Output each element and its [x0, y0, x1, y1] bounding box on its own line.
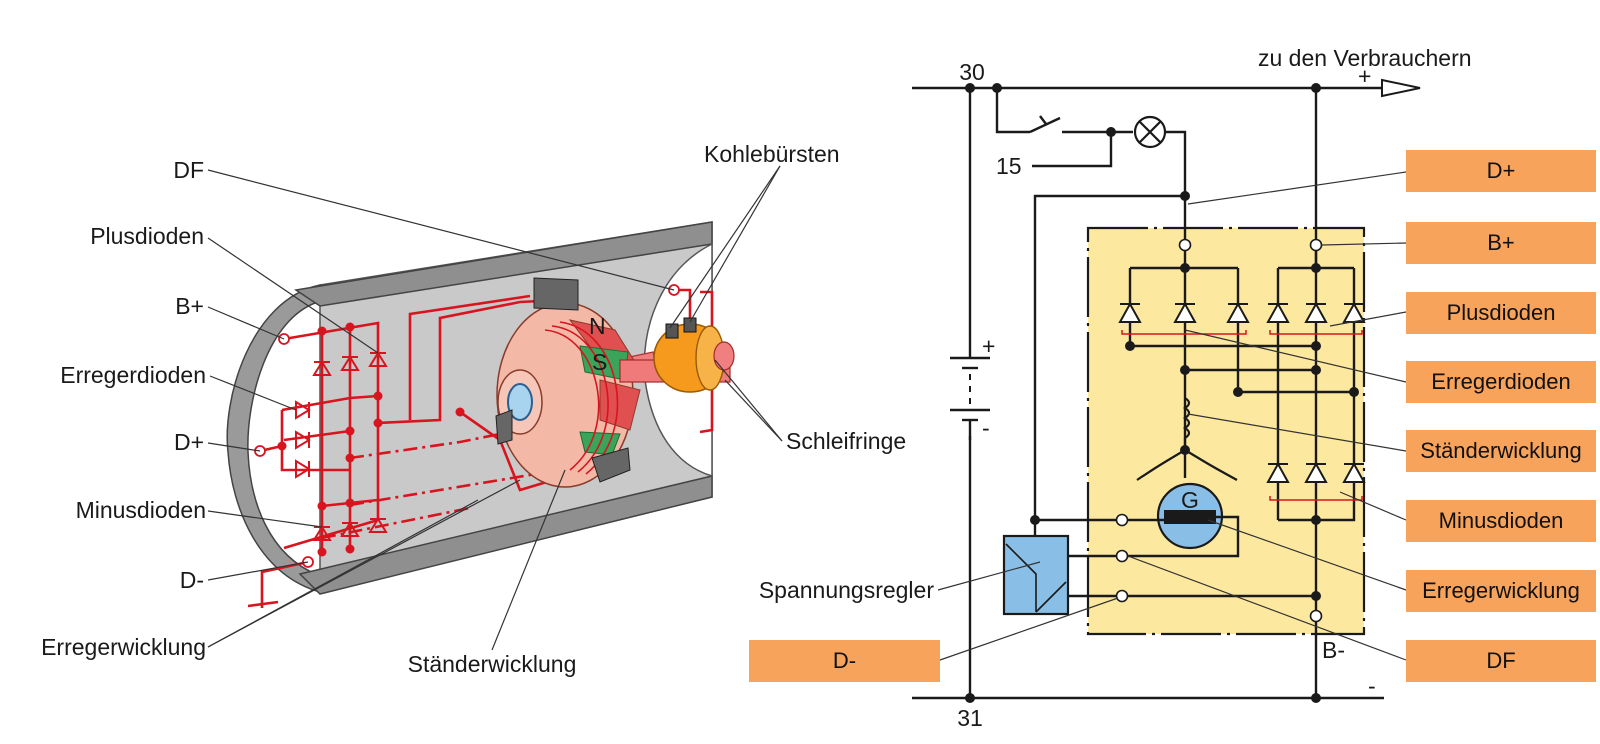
box-b-plus: B+: [1406, 222, 1596, 264]
junction-dots: [965, 83, 1359, 703]
label-staenderwicklung: Ständerwicklung: [408, 651, 577, 677]
circuit-schematic: [912, 78, 1421, 703]
terminal-points: [1115, 238, 1323, 623]
rail-minus-sign: -: [1368, 673, 1376, 699]
right-leader-lines: [937, 171, 1407, 661]
box-df: DF: [1406, 640, 1596, 682]
label-d-minus: D-: [180, 567, 204, 593]
label-d-plus: D+: [174, 429, 204, 455]
consumer-arrow: [1381, 78, 1421, 98]
stator-winding: [1136, 397, 1238, 481]
minus-diodes: [1266, 461, 1366, 483]
rotor-pole-n: N: [589, 313, 606, 339]
terminal-15: 15: [996, 153, 1022, 179]
rotor: [496, 302, 659, 488]
label-b-plus: B+: [175, 293, 204, 319]
label-erregerdioden: Erregerdioden: [60, 362, 206, 388]
diode-group-brackets: [1121, 330, 1363, 501]
rotor-pole-s: S: [592, 349, 607, 375]
label-spannungsregler: Spannungsregler: [759, 577, 935, 603]
terminal-30: 30: [959, 59, 985, 85]
box-staenderwicklung: Ständerwicklung: [1406, 430, 1596, 472]
battery-symbol: [950, 336, 990, 440]
generator-g: G: [1181, 487, 1199, 513]
alternator-cutaway: N S: [226, 221, 735, 608]
diode-plate-wiring: [247, 288, 714, 608]
plus-diodes: [1118, 301, 1366, 323]
carbon-brushes: [665, 317, 697, 339]
terminal-b-minus: B-: [1322, 637, 1345, 663]
label-kohlebuersten: Kohlebürsten: [704, 141, 840, 167]
junction-dots-red: [277, 322, 465, 557]
box-erregerdioden: Erregerdioden: [1406, 361, 1596, 403]
label-plusdioden: Plusdioden: [90, 223, 204, 249]
box-minusdioden: Minusdioden: [1406, 500, 1596, 542]
box-d-plus: D+: [1406, 150, 1596, 192]
terminal-31: 31: [957, 705, 983, 731]
box-d-minus: D-: [749, 640, 940, 682]
label-minusdioden: Minusdioden: [76, 497, 206, 523]
diodes-red: [295, 351, 388, 541]
label-schleifringe: Schleifringe: [786, 428, 906, 454]
rail-plus-sign: +: [1358, 63, 1371, 89]
shaft-and-slip-rings: [619, 323, 735, 393]
left-leader-lines: [207, 165, 783, 651]
box-plusdioden: Plusdioden: [1406, 292, 1596, 334]
field-coil: [1164, 510, 1216, 524]
label-consumers: zu den Verbrauchern: [1258, 45, 1472, 71]
generator-panel: [1086, 226, 1366, 636]
battery-minus: -: [982, 415, 990, 441]
housing-bottom-rim: [298, 475, 713, 595]
box-erregerwicklung: Erregerwicklung: [1406, 570, 1596, 612]
label-erregerwicklung: Erregerwicklung: [41, 634, 206, 660]
battery-plus: +: [982, 333, 995, 359]
stator-blocks: [495, 277, 631, 483]
label-df: DF: [173, 157, 204, 183]
